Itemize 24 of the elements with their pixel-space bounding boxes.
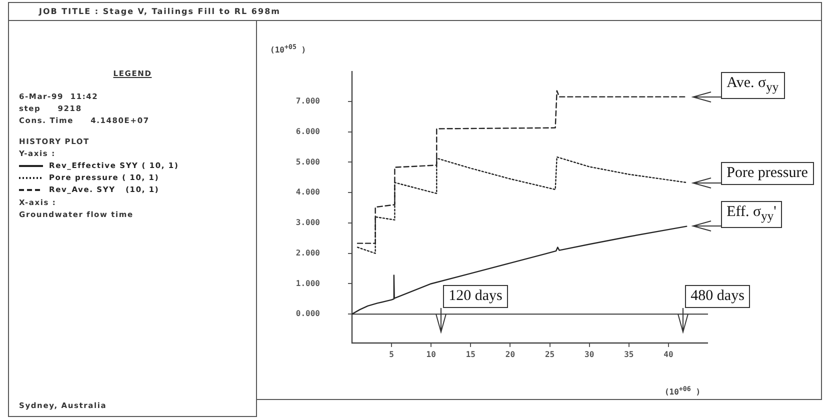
x-axis-title: (10$^{+06}$ ) <box>664 385 701 397</box>
y-tick-label: 0.000 <box>296 309 320 318</box>
text: JOB TITLE : Stage V, Tailings Fill to RL 698m <box>8 2 822 21</box>
y-tick-label: 7.000 <box>296 96 320 106</box>
y-tick-label: 6.000 <box>296 126 320 136</box>
annotation: Eff. σ$_{yy}$' <box>720 201 782 228</box>
y-tick-label: 5.000 <box>296 157 320 166</box>
annotation: Pore pressure <box>720 162 814 185</box>
x-tick-label: 40 <box>664 350 674 359</box>
y-tick-label: 1.000 <box>296 278 320 288</box>
annotation: 480 days <box>684 285 750 308</box>
x-tick-label: 5 <box>389 350 394 359</box>
x-tick-label: 10 <box>426 350 436 359</box>
y-axis-title: (10$^{+05}$ ) <box>270 43 306 55</box>
y-tick-label: 3.000 <box>296 218 320 228</box>
x-tick-label: 15 <box>466 350 476 359</box>
y-tick-label: 2.000 <box>296 248 320 258</box>
y-tick-label: 4.000 <box>296 188 320 197</box>
x-tick-label: 25 <box>544 350 555 359</box>
annotation: 120 days <box>442 285 508 308</box>
x-tick-label: 30 <box>584 350 594 359</box>
x-tick-label: 20 <box>505 350 516 359</box>
annotation: Ave. σ$_{yy}$ <box>720 72 785 99</box>
x-tick-label: 35 <box>624 350 634 359</box>
